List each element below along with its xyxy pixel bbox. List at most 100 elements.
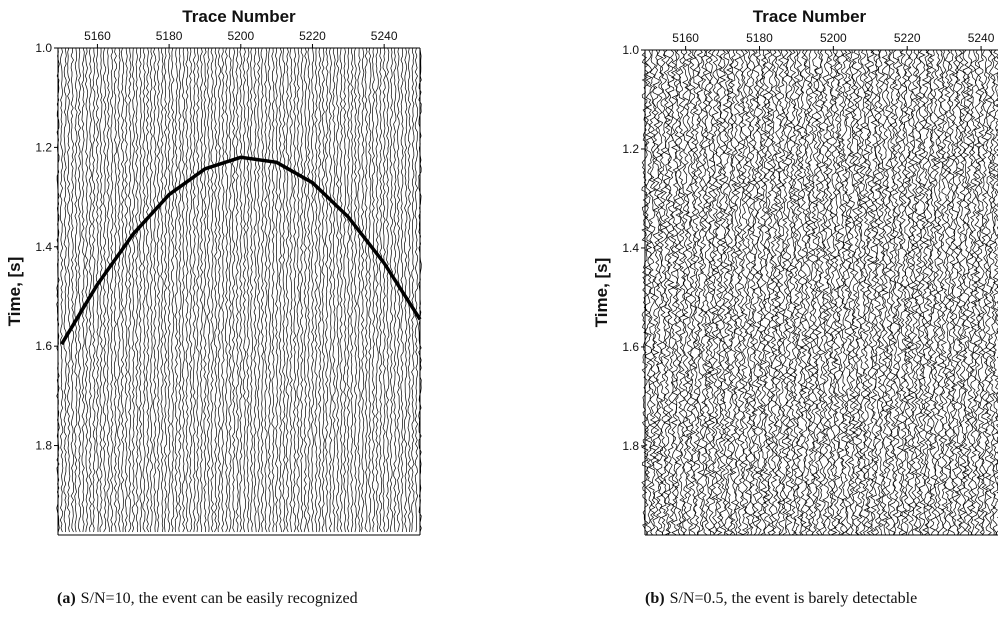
trace	[314, 47, 318, 533]
trace	[124, 47, 128, 533]
trace	[836, 49, 845, 536]
event-curve	[60, 155, 422, 346]
trace	[818, 49, 827, 536]
trace	[740, 49, 749, 536]
trace	[936, 49, 945, 536]
trace	[142, 47, 146, 533]
trace	[153, 47, 157, 533]
trace	[980, 49, 989, 536]
trace	[271, 47, 275, 533]
trace	[781, 49, 790, 536]
trace	[357, 48, 361, 533]
trace	[726, 49, 734, 536]
trace	[257, 47, 261, 533]
trace	[81, 47, 85, 533]
trace	[799, 49, 808, 536]
trace	[217, 47, 221, 533]
trace	[235, 47, 239, 533]
trace	[174, 47, 178, 533]
trace	[770, 49, 779, 536]
trace	[984, 49, 993, 536]
trace	[715, 49, 723, 536]
trace	[803, 49, 812, 536]
trace	[648, 49, 657, 536]
trace	[777, 49, 786, 536]
y-axis-title: Time, [s]	[592, 258, 611, 328]
trace	[303, 47, 307, 533]
trace	[292, 47, 297, 533]
y-tick-label: 1.8	[35, 439, 52, 453]
trace	[822, 49, 830, 536]
trace	[788, 49, 797, 536]
trace	[102, 47, 107, 533]
y-tick-label: 1.0	[35, 41, 52, 55]
trace	[231, 47, 236, 533]
trace	[156, 47, 161, 533]
trace	[325, 47, 329, 533]
trace	[896, 49, 904, 536]
caption-text: S/N=10, the event can be easily recogniz…	[81, 590, 358, 607]
trace	[807, 49, 815, 536]
trace	[881, 49, 889, 536]
y-axis-title: Time, [s]	[5, 257, 24, 327]
trace	[393, 47, 397, 533]
trace	[947, 49, 956, 536]
x-tick-label: 5240	[371, 29, 398, 43]
trace	[307, 47, 311, 533]
trace	[360, 47, 365, 533]
trace	[117, 47, 121, 533]
trace	[88, 47, 92, 533]
x-tick-label: 5240	[968, 31, 995, 45]
trace	[275, 47, 279, 533]
x-tick-label: 5160	[84, 29, 111, 43]
trace	[199, 47, 204, 533]
trace	[414, 47, 419, 533]
trace	[670, 49, 679, 536]
x-tick-label: 5180	[156, 29, 183, 43]
trace	[700, 49, 708, 536]
trace	[224, 47, 229, 533]
trace	[178, 47, 182, 533]
trace	[667, 49, 675, 536]
panel: 5160 5180 5200 5220 5240 1.0 1.2 1.4 1.6 1.8 Trace…	[5, 7, 422, 607]
trace	[70, 47, 74, 533]
trace	[138, 48, 143, 532]
trace	[188, 47, 193, 533]
y-tick-label: 1.4	[35, 240, 52, 254]
trace	[318, 47, 322, 533]
trace	[375, 47, 379, 533]
trace	[106, 47, 110, 532]
trace	[128, 47, 132, 533]
y-tick-label: 1.6	[622, 340, 639, 354]
trace	[921, 49, 930, 536]
trace	[332, 47, 336, 533]
x-tick-label: 5200	[227, 29, 254, 43]
caption: (b) S/N=0.5, the event is barely detectab…	[645, 590, 917, 607]
trace	[870, 49, 879, 536]
trace	[74, 47, 78, 533]
trace	[120, 47, 125, 532]
trace	[766, 49, 775, 536]
caption: (a) S/N=10, the event can be easily recog…	[57, 590, 358, 607]
trace	[652, 49, 660, 536]
trace	[759, 49, 768, 536]
trace	[171, 47, 175, 533]
trace	[382, 47, 386, 533]
trace	[221, 47, 225, 533]
trace	[411, 47, 415, 533]
x-axis-title: Trace Number	[753, 7, 867, 26]
trace	[85, 47, 89, 533]
x-tick-label: 5220	[299, 29, 326, 43]
panel: 5160 5180 5200 5220 5240 1.0 1.2 1.4 1.6 1.8 Trace…	[592, 7, 998, 607]
trace	[962, 49, 971, 536]
trace	[389, 47, 393, 533]
trace	[289, 47, 293, 533]
x-tick-label: 5180	[746, 31, 773, 45]
trace	[663, 49, 672, 536]
trace	[335, 48, 340, 533]
trace	[703, 49, 712, 536]
trace	[907, 49, 915, 536]
trace	[396, 47, 401, 533]
y-tick-label: 1.2	[35, 140, 52, 154]
trace	[260, 47, 264, 533]
